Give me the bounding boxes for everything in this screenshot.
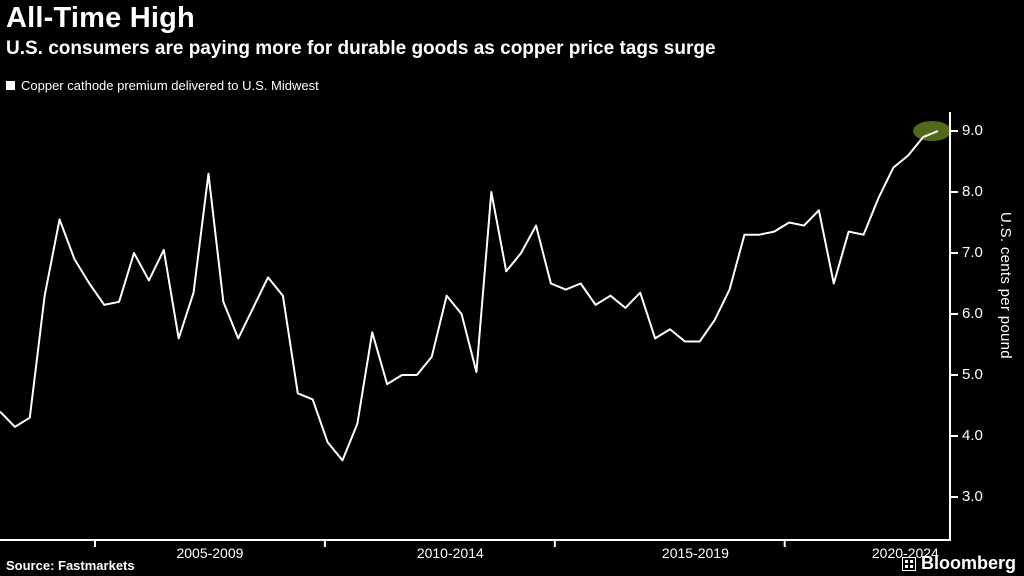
- y-tick-label: 7.0: [962, 244, 983, 261]
- y-tick-label: 5.0: [962, 366, 983, 383]
- legend-label: Copper cathode premium delivered to U.S.…: [21, 78, 319, 93]
- x-tick-label: 2010-2014: [416, 545, 484, 561]
- bloomberg-logo: Bloomberg: [901, 553, 1016, 574]
- chart-title: All-Time High: [6, 2, 195, 34]
- source-credit: Source: Fastmarkets: [6, 558, 135, 573]
- y-tick-label: 8.0: [962, 183, 983, 200]
- price-line: [0, 130, 939, 462]
- chart-subtitle: U.S. consumers are paying more for durab…: [6, 38, 716, 59]
- y-tick-label: 4.0: [962, 427, 983, 444]
- all-time-high-marker: [913, 121, 951, 141]
- y-axis-title: U.S. cents per pound: [997, 212, 1014, 359]
- x-tick-label: 2015-2019: [661, 545, 729, 561]
- legend: Copper cathode premium delivered to U.S.…: [6, 78, 319, 93]
- y-tick-label: 3.0: [962, 488, 983, 505]
- x-tick-label: 2020-2024: [871, 545, 939, 561]
- x-tick-label: 2005-2009: [176, 545, 244, 561]
- legend-square-icon: [6, 81, 15, 90]
- y-tick-label: 9.0: [962, 122, 983, 139]
- y-tick-label: 6.0: [962, 305, 983, 322]
- bloomberg-wordmark: Bloomberg: [920, 553, 1016, 573]
- bloomberg-terminal-icon: [901, 556, 916, 571]
